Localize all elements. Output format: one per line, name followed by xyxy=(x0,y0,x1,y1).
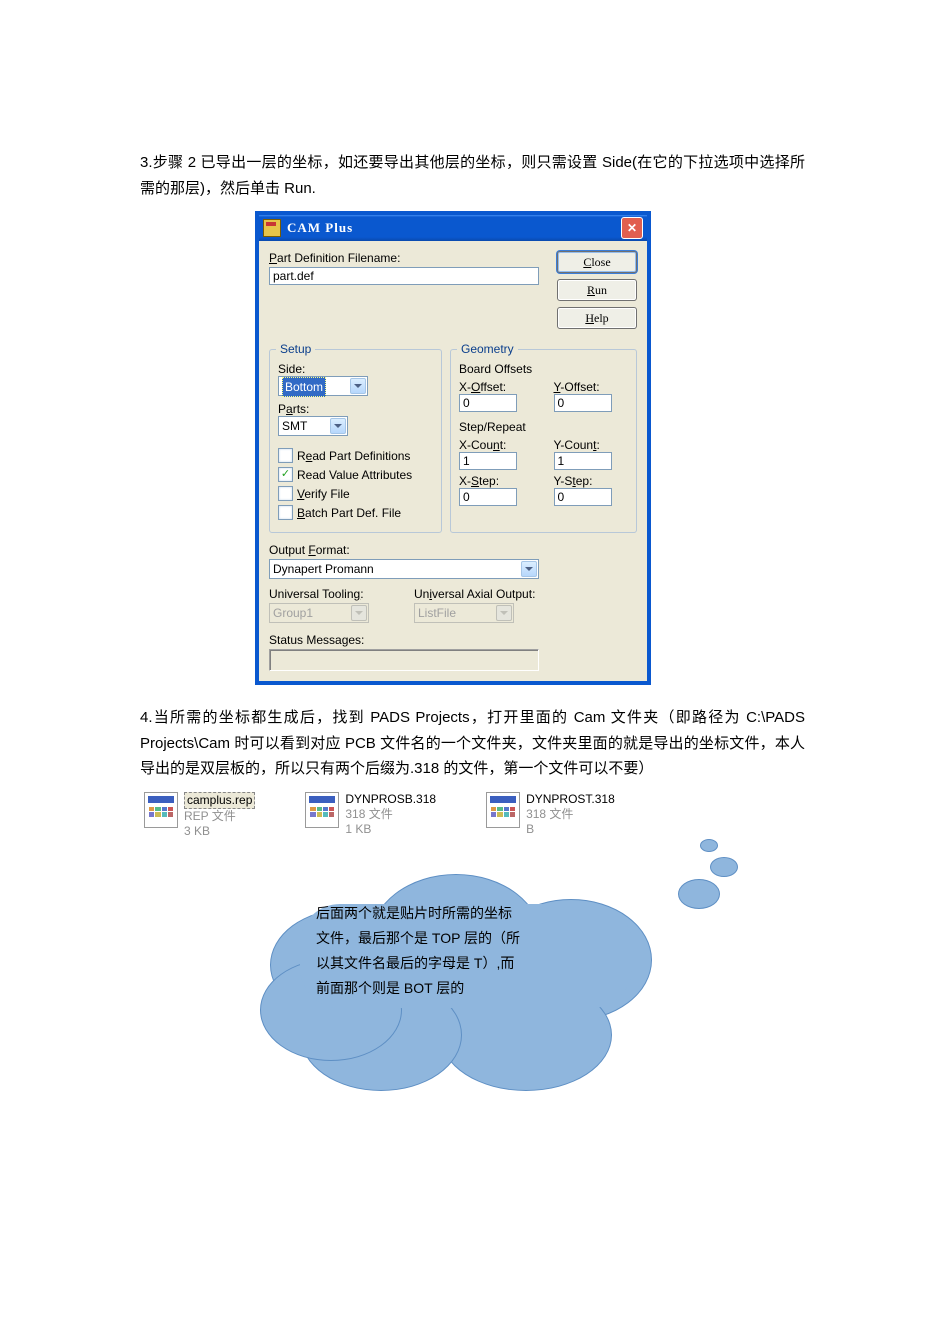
chk-batch[interactable]: Batch Part Def. File xyxy=(278,505,433,520)
file-icon xyxy=(144,792,178,828)
output-format-label: Output Format: xyxy=(269,543,539,557)
x-count-label: X-Count: xyxy=(459,438,534,452)
file-name: DYNPROST.318 xyxy=(526,792,615,807)
parts-label: Parts: xyxy=(278,402,433,416)
setup-group: Setup Side: Bottom Parts: SMT Read Part … xyxy=(269,349,442,533)
help-button[interactable]: Help xyxy=(557,307,637,329)
y-step-label: Y-Step: xyxy=(554,474,629,488)
status-messages xyxy=(269,649,539,671)
chevron-down-icon[interactable] xyxy=(521,561,537,577)
file-icon xyxy=(486,792,520,828)
bubble-text-line: 后面两个就是贴片时所需的坐标 xyxy=(316,901,616,926)
checkbox-icon[interactable] xyxy=(278,505,293,520)
x-offset-input[interactable] xyxy=(459,394,517,412)
x-offset-label: X-Offset: xyxy=(459,380,534,394)
chevron-down-icon xyxy=(496,605,512,621)
cam-plus-dialog: CAM Plus Part Definition Filename: Close… xyxy=(255,211,805,685)
file-type: 318 文件 xyxy=(526,807,615,822)
univ-axial-value: ListFile xyxy=(418,604,456,622)
files-row: camplus.rep REP 文件 3 KB DYNPROSB.318 318… xyxy=(144,792,805,839)
bubble-text-line: 文件，最后那个是 TOP 层的（所 xyxy=(316,926,616,951)
univ-axial-dropdown: ListFile xyxy=(414,603,514,623)
univ-axial-label: Universal Axial Output: xyxy=(414,587,539,601)
univ-tooling-dropdown: Group1 xyxy=(269,603,369,623)
file-name: camplus.rep xyxy=(184,792,255,809)
titlebar[interactable]: CAM Plus xyxy=(259,215,647,241)
paragraph-step3: 3.步骤 2 已导出一层的坐标，如还要导出其他层的坐标，则只需设置 Side(在… xyxy=(140,150,805,201)
bubble-text-line: 以其文件名最后的字母是 T）,而 xyxy=(316,951,616,976)
y-offset-input[interactable] xyxy=(554,394,612,412)
checkbox-icon[interactable] xyxy=(278,486,293,501)
chevron-down-icon[interactable] xyxy=(330,418,346,434)
side-label: Side: xyxy=(278,362,433,376)
part-def-input[interactable] xyxy=(269,267,539,285)
y-count-input[interactable] xyxy=(554,452,612,470)
paragraph-step4: 4.当所需的坐标都生成后，找到 PADS Projects，打开里面的 Cam … xyxy=(140,705,805,782)
output-format-dropdown[interactable]: Dynapert Promann xyxy=(269,559,539,579)
x-count-input[interactable] xyxy=(459,452,517,470)
status-label: Status Messages: xyxy=(269,633,539,647)
close-icon[interactable] xyxy=(621,217,643,239)
bubble-tail-dot xyxy=(700,839,718,852)
bubble-text-line: 前面那个则是 BOT 层的 xyxy=(316,976,616,1001)
file-name: DYNPROSB.318 xyxy=(345,792,436,807)
geometry-title: Geometry xyxy=(457,342,518,356)
geometry-group: Geometry Board Offsets X-Offset: Y-Offse… xyxy=(450,349,637,533)
thought-bubble: 后面两个就是贴片时所需的坐标 文件，最后那个是 TOP 层的（所 以其文件名最后… xyxy=(290,879,710,1024)
univ-tooling-value: Group1 xyxy=(273,604,313,622)
y-offset-label: Y-Offset: xyxy=(554,380,629,394)
chk-read-val[interactable]: Read Value Attributes xyxy=(278,467,433,482)
run-button[interactable]: Run xyxy=(557,279,637,301)
chk-read-def[interactable]: Read Part Definitions xyxy=(278,448,433,463)
parts-dropdown[interactable]: SMT xyxy=(278,416,348,436)
side-value: Bottom xyxy=(282,377,326,397)
x-step-input[interactable] xyxy=(459,488,517,506)
board-offsets-label: Board Offsets xyxy=(459,362,628,376)
output-format-value: Dynapert Promann xyxy=(273,560,374,578)
y-count-label: Y-Count: xyxy=(554,438,629,452)
file-type: REP 文件 xyxy=(184,809,255,824)
chk-verify[interactable]: Verify File xyxy=(278,486,433,501)
file-item-camplus[interactable]: camplus.rep REP 文件 3 KB xyxy=(144,792,255,839)
file-size: 3 KB xyxy=(184,824,255,839)
chevron-down-icon xyxy=(351,605,367,621)
x-step-label: X-Step: xyxy=(459,474,534,488)
side-dropdown[interactable]: Bottom xyxy=(278,376,368,396)
part-def-label: Part Definition Filename: xyxy=(269,251,549,265)
close-button[interactable]: Close xyxy=(557,251,637,273)
bubble-tail-dot xyxy=(678,879,720,909)
file-size: 1 KB xyxy=(345,822,436,837)
window-title: CAM Plus xyxy=(287,220,621,236)
bubble-tail-dot xyxy=(710,857,738,877)
chevron-down-icon[interactable] xyxy=(350,378,366,394)
checkbox-icon[interactable] xyxy=(278,448,293,463)
univ-tooling-label: Universal Tooling: xyxy=(269,587,394,601)
file-item-dynprosb[interactable]: DYNPROSB.318 318 文件 1 KB xyxy=(305,792,436,839)
file-size: B xyxy=(526,822,615,837)
checkbox-icon[interactable] xyxy=(278,467,293,482)
file-item-dynprost[interactable]: DYNPROST.318 318 文件 B xyxy=(486,792,615,839)
setup-title: Setup xyxy=(276,342,315,356)
step-repeat-label: Step/Repeat xyxy=(459,420,628,434)
y-step-input[interactable] xyxy=(554,488,612,506)
file-icon xyxy=(305,792,339,828)
file-type: 318 文件 xyxy=(345,807,436,822)
app-icon xyxy=(263,219,281,237)
parts-value: SMT xyxy=(282,417,307,435)
